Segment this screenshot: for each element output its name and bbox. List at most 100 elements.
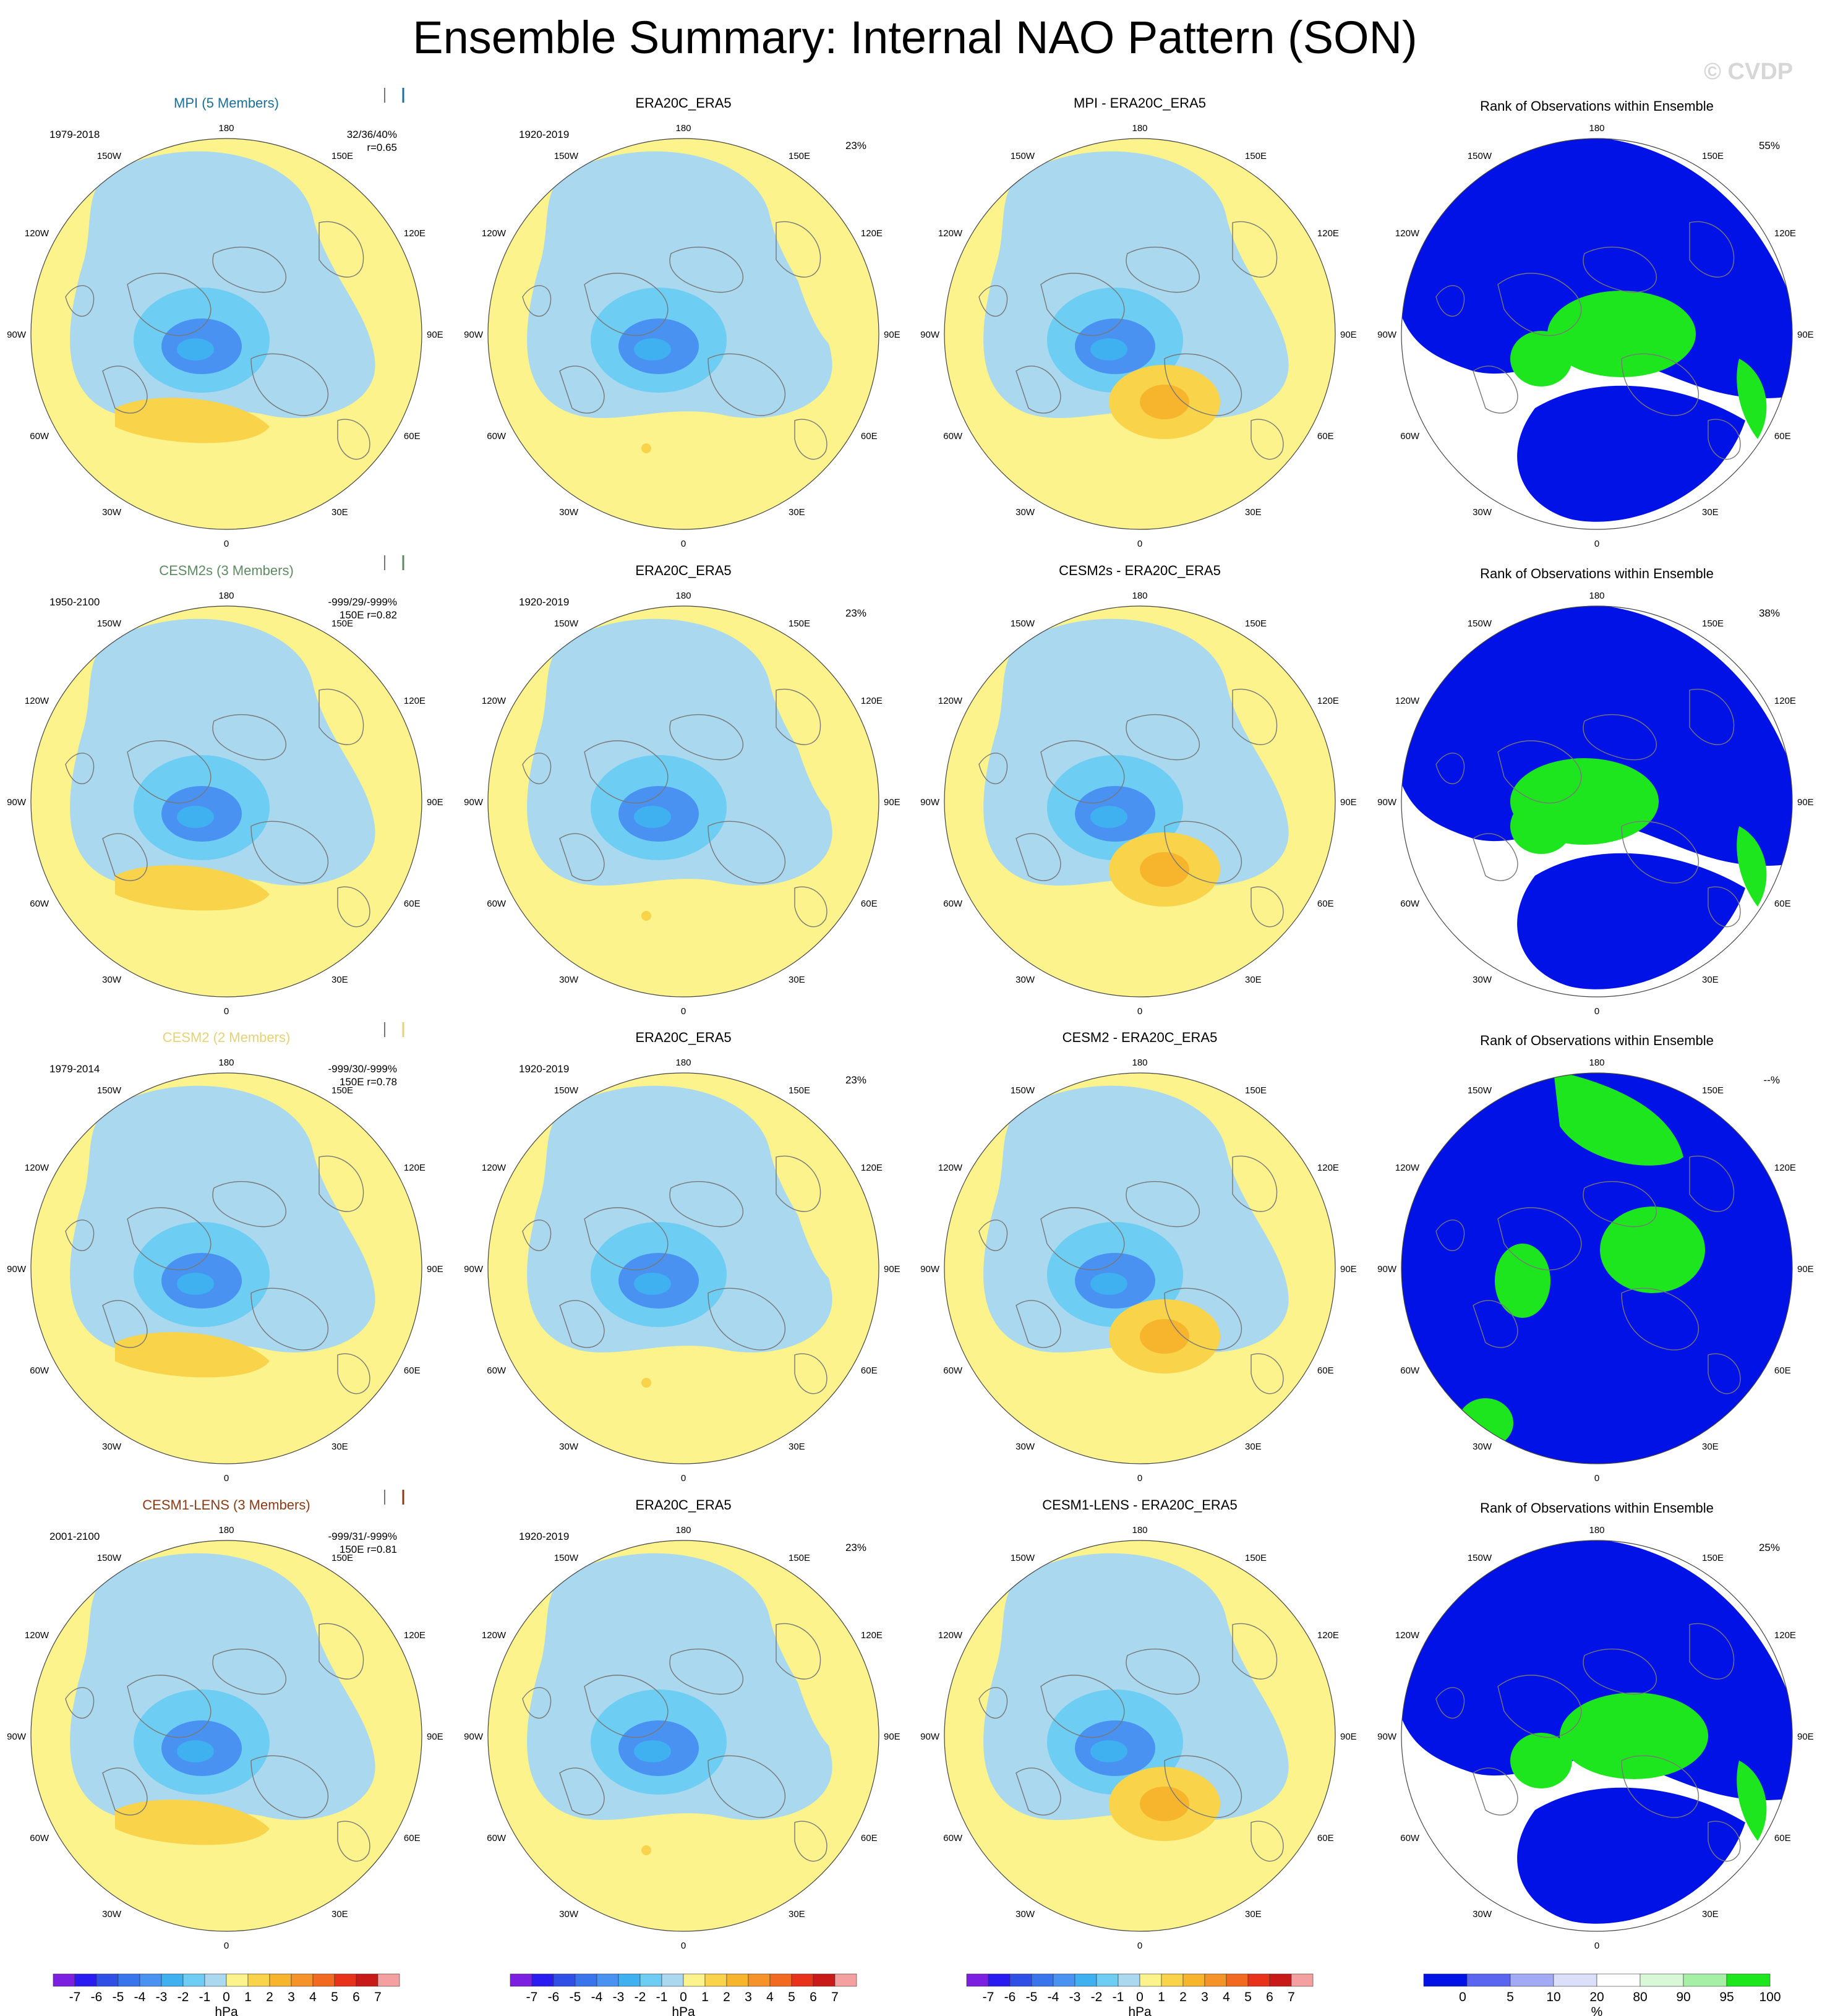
map-field (1401, 1540, 1792, 1924)
lon-label-180: 180 (218, 1057, 234, 1068)
lon-label-90e: 90E (884, 797, 900, 808)
positive-patch (789, 1649, 836, 1748)
lon-label-30e: 30E (1245, 1442, 1262, 1452)
polar-map (30, 605, 422, 997)
lon-label-30w: 30W (102, 1909, 122, 1920)
lon-label-90w: 90W (1377, 1732, 1397, 1742)
positive-core (1140, 1319, 1189, 1354)
cvdp-watermark: © CVDP (1704, 59, 1794, 85)
negative-peak (177, 338, 214, 361)
coastline (1435, 1687, 1465, 1719)
coastline (669, 246, 743, 293)
negative-peak (1090, 1273, 1127, 1295)
colorbar-tick-label: -1 (199, 1990, 211, 2004)
lon-label-90e: 90E (427, 797, 443, 808)
colorbar-unit: hPa (1128, 2005, 1152, 2016)
coastline (1232, 688, 1278, 745)
polar-map (1401, 138, 1793, 530)
lon-label-30e: 30E (789, 1442, 805, 1452)
lon-label-30e: 30E (1702, 507, 1719, 518)
lon-label-120w: 120W (25, 228, 49, 239)
coastline (65, 1219, 95, 1252)
rank-high (1737, 359, 1767, 439)
panel-title: CESM2 - ERA20C_ERA5 (1063, 1030, 1218, 1045)
negative-peak (1090, 1740, 1127, 1762)
colorbar-tick-label: -4 (1048, 1990, 1059, 2004)
colorbar-swatch (182, 1973, 205, 1987)
rank-panel: 180 0 90W 90E 120W 120E 60W 60E 150W 150E 30W 30E Ra… (1377, 1500, 1814, 1951)
explained-variance: 23% (845, 1542, 866, 1553)
lon-label-120w: 120W (482, 1163, 507, 1173)
difference-panel: 180 0 90W 90E 120W 120E 60W 60E 150W 150E 30W 30E CE… (920, 1497, 1357, 1951)
colorbar-tick-label: -5 (1026, 1990, 1038, 2004)
lon-label-60w: 60W (487, 1833, 507, 1843)
lon-label-120e: 120E (1317, 696, 1339, 706)
hpa-colorbar: -7 -6 -5 -4 -3 -2 -1 0 1 2 3 4 5 6 7 hPa (966, 1973, 1314, 2016)
colorbar-swatch (639, 1973, 662, 1987)
coastline (559, 365, 605, 414)
lon-label-150e: 150E (789, 618, 810, 629)
lon-label-150e: 150E (331, 151, 353, 161)
positive-spot (641, 1378, 651, 1388)
lon-label-30w: 30W (559, 1442, 579, 1452)
lon-label-0: 0 (1137, 539, 1142, 549)
lon-label-0: 0 (1594, 539, 1599, 549)
coastline (250, 1288, 329, 1351)
colorbar-swatch (291, 1973, 314, 1987)
map-field (1401, 606, 1792, 989)
colorbar-swatch (1640, 1973, 1684, 1987)
polar-map (487, 1540, 879, 1932)
coastline (212, 714, 286, 761)
lon-label-120w: 120W (938, 696, 963, 706)
coastline (212, 246, 286, 293)
coastline (1015, 1300, 1061, 1348)
lon-label-120e: 120E (861, 1630, 883, 1641)
lon-label-30e: 30E (331, 507, 348, 518)
polar-map (487, 138, 879, 530)
coastline (584, 1675, 669, 1738)
stats-percent: -999/30/-999% (328, 1063, 397, 1075)
rank-low (1517, 385, 1745, 522)
stats-percent: -999/29/-999% (328, 596, 397, 608)
map-field (522, 151, 836, 460)
coastline (337, 1353, 370, 1395)
coastline (776, 1155, 821, 1212)
lon-label-60e: 60E (404, 431, 421, 442)
coastline (522, 285, 552, 317)
lon-label-60e: 60E (404, 1365, 421, 1376)
lon-label-150e: 150E (789, 1553, 810, 1563)
colorbar-tick-label: -5 (113, 1990, 124, 2004)
coastline (1583, 1181, 1657, 1228)
polar-map (944, 605, 1336, 997)
lon-label-60e: 60E (861, 431, 878, 442)
colorbar-tick-label: 20 (1589, 1990, 1604, 2004)
coastline (794, 1821, 827, 1862)
lon-label-60w: 60W (487, 1365, 507, 1376)
map-field (522, 1085, 836, 1395)
coastline (1126, 246, 1200, 293)
lon-label-90e: 90E (427, 1264, 443, 1275)
lon-label-30w: 30W (559, 975, 579, 985)
positive-core (1140, 852, 1189, 887)
coastline (1232, 1623, 1278, 1680)
colorbar-swatch (661, 1973, 684, 1987)
map-rim (487, 1072, 879, 1464)
lon-label-90w: 90W (920, 330, 940, 340)
panel-title: ERA20C_ERA5 (635, 1497, 731, 1513)
lon-label-60e: 60E (1774, 899, 1791, 909)
lon-label-120e: 120E (1317, 1163, 1339, 1173)
lon-label-30e: 30E (1702, 975, 1719, 985)
coastline (978, 285, 1008, 317)
coastline (337, 886, 370, 928)
colorbar-tick-label: 6 (810, 1990, 817, 2004)
coastline (1473, 1767, 1518, 1816)
lon-label-150w: 150W (97, 1085, 122, 1096)
map-field (65, 618, 375, 928)
coastline (708, 353, 786, 416)
lon-label-150e: 150E (331, 1553, 353, 1563)
panel-title: ERA20C_ERA5 (635, 563, 731, 578)
lon-label-60e: 60E (1317, 1365, 1334, 1376)
lon-label-90w: 90W (1377, 330, 1397, 340)
stats-percent: -999/31/-999% (328, 1531, 397, 1542)
negative-patch (1121, 1119, 1181, 1166)
